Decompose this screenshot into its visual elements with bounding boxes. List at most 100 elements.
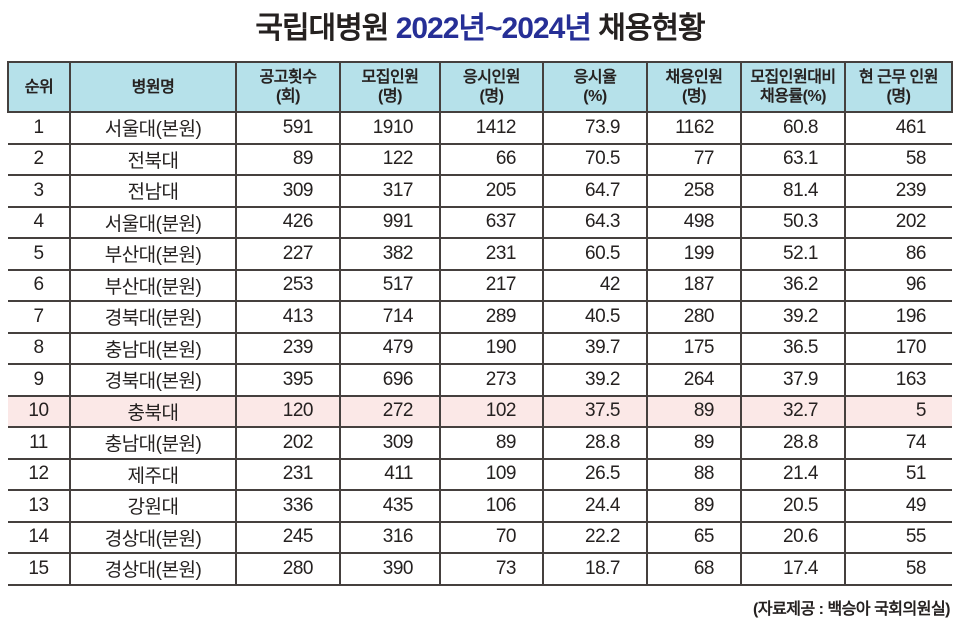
value-cell: 66 [439, 142, 544, 176]
value-cell: 231 [235, 457, 341, 491]
value-cell: 411 [339, 457, 441, 491]
source-note: (자료제공 : 백승아 국회의원실) [753, 600, 950, 618]
column-header: 응시인원 (명) [439, 61, 544, 113]
table-row: 7 경북대(분원) 413 714 289 40.5 280 39.2 196 [8, 300, 952, 334]
table-header-row: 순위 병원명 공고횟수 (회) 모집인원 (명) 응시인원 (명) 응시율 (%) 채용인원 (명) 모… [7, 61, 953, 113]
rank-cell: 8 [8, 331, 71, 365]
value-cell: 426 [235, 205, 341, 239]
value-cell: 696 [339, 363, 441, 397]
value-cell: 39.7 [542, 331, 648, 365]
rank-cell: 15 [8, 552, 71, 586]
value-cell: 120 [235, 394, 341, 428]
value-cell: 231 [439, 237, 544, 271]
value-cell: 89 [439, 426, 544, 460]
value-cell: 170 [844, 331, 952, 365]
value-cell: 68 [646, 552, 742, 586]
value-cell: 435 [339, 489, 441, 523]
value-cell: 89 [646, 394, 742, 428]
hospital-name-cell: 충남대(분원) [69, 426, 237, 460]
value-cell: 316 [339, 520, 441, 554]
hospital-name-cell: 경북대(분원) [69, 300, 237, 334]
table-row: 15 경상대(본원) 280 390 73 18.7 68 17.4 58 [8, 552, 952, 586]
value-cell: 280 [646, 300, 742, 334]
table-row: 14 경상대(분원) 245 316 70 22.2 65 20.6 55 [8, 520, 952, 554]
value-cell: 89 [235, 142, 341, 176]
value-cell: 196 [844, 300, 952, 334]
column-header: 현 근무 인원 (명) [844, 61, 953, 113]
column-header-line: 순위 [24, 78, 54, 96]
column-header-line: 현 근무 인원 [859, 69, 939, 86]
value-cell: 81.4 [740, 174, 846, 208]
column-header-line: 병원명 [131, 78, 175, 96]
value-cell: 36.2 [740, 268, 846, 302]
rank-cell: 3 [8, 174, 71, 208]
value-cell: 187 [646, 268, 742, 302]
value-cell: 273 [439, 363, 544, 397]
column-header: 채용인원 (명) [646, 61, 742, 113]
value-cell: 175 [646, 331, 742, 365]
value-cell: 991 [339, 205, 441, 239]
rank-cell: 2 [8, 142, 71, 176]
value-cell: 163 [844, 363, 952, 397]
value-cell: 413 [235, 300, 341, 334]
value-cell: 245 [235, 520, 341, 554]
column-header: 모집인원대비 채용률(%) [740, 61, 846, 113]
value-cell: 77 [646, 142, 742, 176]
value-cell: 109 [439, 457, 544, 491]
rank-cell: 12 [8, 457, 71, 491]
column-header-line: 모집인원대비 [750, 69, 836, 86]
value-cell: 280 [235, 552, 341, 586]
value-cell: 32.7 [740, 394, 846, 428]
value-cell: 202 [235, 426, 341, 460]
column-header-line: 모집인원 [361, 69, 419, 86]
value-cell: 227 [235, 237, 341, 271]
value-cell: 58 [844, 142, 952, 176]
table-body: 1 서울대(본원) 591 1910 1412 73.9 1162 60.8 461 2 전북대 89… [8, 111, 952, 586]
column-header-line: (명) [479, 88, 504, 105]
value-cell: 5 [844, 394, 952, 428]
value-cell: 239 [235, 331, 341, 365]
hospital-name-cell: 충북대 [69, 394, 237, 428]
value-cell: 86 [844, 237, 952, 271]
value-cell: 18.7 [542, 552, 648, 586]
value-cell: 1412 [439, 111, 544, 145]
column-header-line: 응시율 [573, 69, 617, 86]
column-header-line: 채용인원 [665, 69, 723, 86]
rank-cell: 11 [8, 426, 71, 460]
hospital-name-cell: 전북대 [69, 142, 237, 176]
hospital-name-cell: 경북대(본원) [69, 363, 237, 397]
value-cell: 28.8 [542, 426, 648, 460]
value-cell: 205 [439, 174, 544, 208]
value-cell: 382 [339, 237, 441, 271]
table-row: 6 부산대(분원) 253 517 217 42 187 36.2 96 [8, 268, 952, 302]
column-header-line: (%) [583, 88, 607, 105]
value-cell: 395 [235, 363, 341, 397]
value-cell: 264 [646, 363, 742, 397]
value-cell: 74 [844, 426, 952, 460]
table-row: 1 서울대(본원) 591 1910 1412 73.9 1162 60.8 461 [8, 111, 952, 145]
value-cell: 64.3 [542, 205, 648, 239]
value-cell: 70.5 [542, 142, 648, 176]
value-cell: 89 [646, 426, 742, 460]
value-cell: 517 [339, 268, 441, 302]
value-cell: 36.5 [740, 331, 846, 365]
column-header: 모집인원 (명) [339, 61, 441, 113]
value-cell: 461 [844, 111, 952, 145]
recruitment-table: 순위 병원명 공고횟수 (회) 모집인원 (명) 응시인원 (명) 응시율 (%) 채용인원 (명) 모… [7, 61, 953, 586]
value-cell: 498 [646, 205, 742, 239]
value-cell: 1162 [646, 111, 742, 145]
column-header: 순위 [7, 61, 71, 113]
value-cell: 89 [646, 489, 742, 523]
value-cell: 390 [339, 552, 441, 586]
value-cell: 40.5 [542, 300, 648, 334]
value-cell: 22.2 [542, 520, 648, 554]
value-cell: 63.1 [740, 142, 846, 176]
value-cell: 637 [439, 205, 544, 239]
table-row: 2 전북대 89 122 66 70.5 77 63.1 58 [8, 142, 952, 176]
value-cell: 309 [235, 174, 341, 208]
hospital-name-cell: 서울대(본원) [69, 111, 237, 145]
value-cell: 26.5 [542, 457, 648, 491]
table-row: 13 강원대 336 435 106 24.4 89 20.5 49 [8, 489, 952, 523]
value-cell: 199 [646, 237, 742, 271]
